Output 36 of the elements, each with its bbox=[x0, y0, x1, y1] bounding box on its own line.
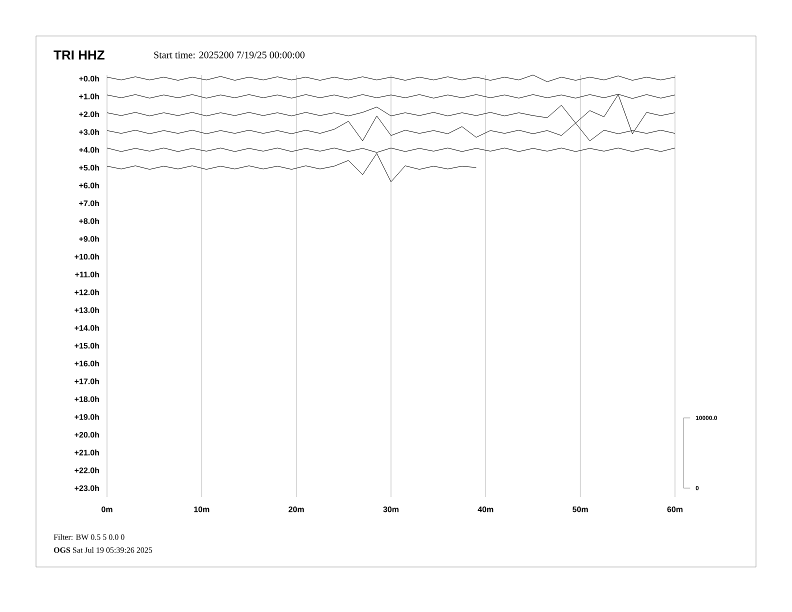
x-tick-label: 40m bbox=[478, 506, 494, 512]
y-tick-label: +19.0h bbox=[74, 414, 99, 420]
y-tick-label: +21.0h bbox=[74, 450, 99, 456]
y-tick-label: +14.0h bbox=[74, 324, 99, 331]
y-tick-label: +5.0h bbox=[79, 164, 99, 171]
y-tick-label: +15.0h bbox=[74, 342, 99, 349]
chart-subtitle: Start time: 2025200 7/19/25 00:00:00 bbox=[154, 52, 305, 58]
x-tick-label: 10m bbox=[194, 506, 210, 512]
y-tick-label: +3.0h bbox=[79, 129, 99, 135]
x-tick-label: 30m bbox=[383, 506, 399, 512]
y-tick-label: +10.0h bbox=[74, 254, 99, 260]
y-tick-label: +8.0h bbox=[79, 218, 99, 224]
x-tick-label: 60m bbox=[667, 506, 683, 512]
y-tick-label: +2.0h bbox=[79, 111, 99, 118]
line-series bbox=[106, 74, 676, 82]
x-tick-label: 0m bbox=[102, 506, 112, 512]
y-tick-label: +9.0h bbox=[79, 236, 99, 242]
x-tick-label: 20m bbox=[288, 506, 304, 512]
y-tick-label: +17.0h bbox=[74, 378, 99, 384]
text: OGS Sat Jul 19 05:39:26 2025 bbox=[54, 547, 152, 553]
y-tick-label: +7.0h bbox=[79, 200, 99, 206]
y-tick-label: +16.0h bbox=[74, 360, 99, 366]
y-tick-label: +4.0h bbox=[79, 146, 99, 153]
y-tick-label: +6.0h bbox=[79, 182, 99, 188]
chart-title: TRI HHZ bbox=[54, 50, 104, 60]
y-tick-label: +23.0h bbox=[74, 485, 99, 492]
text: Filter: BW 0.5 5 0.0 0 bbox=[54, 534, 124, 540]
y-tick-label: +1.0h bbox=[79, 93, 99, 100]
y-tick-label: +22.0h bbox=[74, 467, 99, 474]
y-tick-label: +0.0h bbox=[79, 76, 99, 82]
y-tick-label: +11.0h bbox=[75, 271, 99, 278]
y-tick-label: +12.0h bbox=[74, 289, 99, 296]
y-tick-label: +20.0h bbox=[74, 432, 99, 438]
y-tick-label: +18.0h bbox=[74, 396, 99, 402]
y-tick-label: +13.0h bbox=[74, 307, 99, 313]
x-tick-label: 50m bbox=[572, 506, 588, 512]
